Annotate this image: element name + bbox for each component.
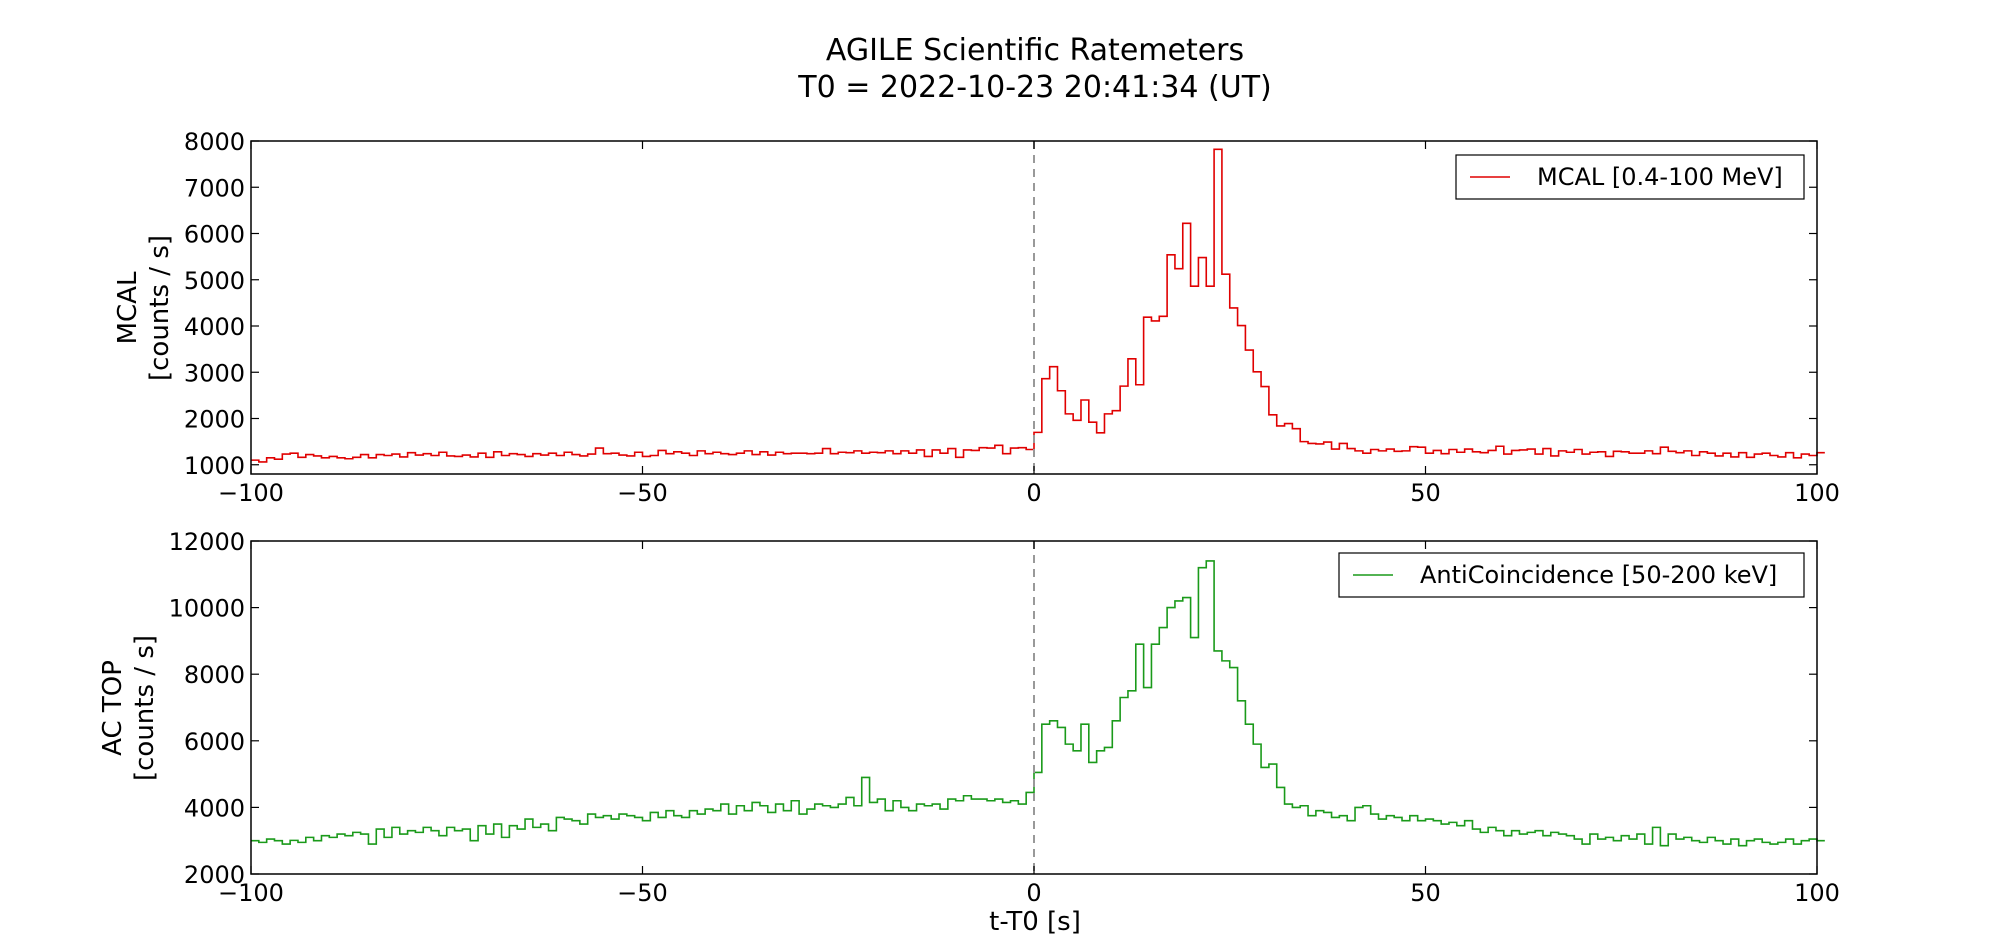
ac-series-line bbox=[251, 560, 1825, 847]
mcal-legend: MCAL [0.4-100 MeV] bbox=[1455, 154, 1805, 200]
ac-x-tick-label: 100 bbox=[1794, 879, 1840, 907]
mcal-legend-box bbox=[1455, 154, 1805, 200]
ac-y-tick-label: 10000 bbox=[169, 595, 245, 623]
mcal-x-tick-label: 0 bbox=[1026, 479, 1041, 507]
mcal-ylabel-line2: [counts / s] bbox=[145, 235, 175, 381]
ac-legend-box bbox=[1338, 552, 1805, 598]
mcal-y-tick-label: 5000 bbox=[184, 267, 245, 295]
mcal-y-tick-label: 6000 bbox=[184, 221, 245, 249]
ac-legend-label: AntiCoincidence [50-200 keV] bbox=[1420, 561, 1777, 589]
ac-y-tick-label: 4000 bbox=[184, 794, 245, 822]
mcal-y-axis: 1000 2000 3000 4000 5000 6000 7000 8000 bbox=[184, 128, 1817, 480]
x-axis-label: t-T0 [s] bbox=[989, 907, 1081, 934]
ac-y-tick-label: 6000 bbox=[184, 728, 245, 756]
ac-x-axis: −100 −50 0 50 100 bbox=[218, 541, 1840, 907]
mcal-series-line bbox=[251, 148, 1825, 463]
mcal-y-tick-label: 3000 bbox=[184, 359, 245, 387]
mcal-x-tick-label: 100 bbox=[1794, 479, 1840, 507]
mcal-y-tick-label: 7000 bbox=[184, 174, 245, 202]
mcal-panel: −100 −50 0 50 100 1000 2000 3000 4000 5000 6000 70… bbox=[113, 128, 1840, 507]
mcal-x-axis: −100 −50 0 50 100 bbox=[218, 141, 1840, 507]
ac-panel: −100 −50 0 50 100 2000 4000 6000 8000 10000 12000… bbox=[98, 528, 1840, 934]
mcal-legend-label: MCAL [0.4-100 MeV] bbox=[1537, 163, 1783, 191]
ac-y-tick-label: 2000 bbox=[184, 861, 245, 889]
ac-series bbox=[251, 560, 1825, 847]
mcal-x-tick-label: 50 bbox=[1410, 479, 1441, 507]
chart-title-line1: AGILE Scientific Ratemeters bbox=[826, 33, 1244, 68]
ac-ylabel-line2: [counts / s] bbox=[130, 635, 160, 781]
ac-legend: AntiCoincidence [50-200 keV] bbox=[1338, 552, 1805, 598]
mcal-x-tick-label: −100 bbox=[218, 479, 284, 507]
mcal-y-tick-label: 8000 bbox=[184, 128, 245, 156]
ac-x-tick-label: −50 bbox=[617, 879, 668, 907]
ac-x-tick-label: 50 bbox=[1410, 879, 1441, 907]
ac-y-axis: 2000 4000 6000 8000 10000 12000 bbox=[169, 528, 1817, 889]
ac-y-tick-label: 12000 bbox=[169, 528, 245, 556]
mcal-y-tick-label: 2000 bbox=[184, 406, 245, 434]
ac-ylabel-line1: AC TOP bbox=[98, 660, 128, 756]
ac-y-tick-label: 8000 bbox=[184, 661, 245, 689]
ac-x-tick-label: 0 bbox=[1026, 879, 1041, 907]
mcal-y-tick-label: 1000 bbox=[184, 452, 245, 480]
mcal-x-tick-label: −50 bbox=[617, 479, 668, 507]
mcal-ylabel-line1: MCAL bbox=[113, 271, 143, 344]
chart-title-line2: T0 = 2022-10-23 20:41:34 (UT) bbox=[797, 70, 1271, 105]
mcal-series bbox=[251, 148, 1825, 463]
mcal-y-tick-label: 4000 bbox=[184, 313, 245, 341]
ac-x-tick-label: −100 bbox=[218, 879, 284, 907]
